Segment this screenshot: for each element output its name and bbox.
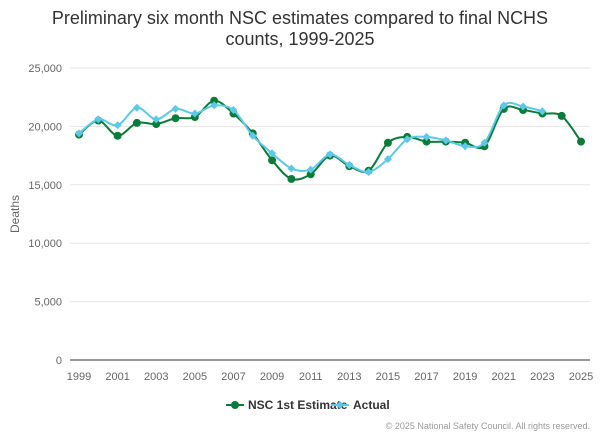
data-point[interactable] [422,132,431,141]
x-tick-label: 2025 [569,371,593,383]
data-point[interactable] [210,96,219,105]
x-tick-label: 2005 [183,371,207,383]
legend-label-nsc-estimate: NSC 1st Estimate [248,398,348,412]
data-point[interactable] [422,137,431,146]
x-tick-label: 2003 [144,371,168,383]
data-point[interactable] [480,138,489,147]
data-point[interactable] [557,111,566,120]
x-axis-ticks: 1999 2001 2003 2005 2007 2009 2011 2013 2015 2017… [67,371,593,383]
data-point[interactable] [461,142,470,151]
data-point[interactable] [306,165,315,174]
series-line [78,99,582,181]
data-point[interactable] [268,149,277,158]
data-point[interactable] [287,174,296,183]
x-tick-label: 2021 [492,371,516,383]
data-point[interactable] [345,160,354,169]
y-axis-label: Deaths [8,195,22,233]
data-point[interactable] [248,131,257,140]
data-point[interactable] [113,121,122,130]
legend-label-actual: Actual [353,398,390,412]
data-point[interactable] [132,103,141,112]
data-point[interactable] [519,102,528,111]
y-tick-label: 15,000 [28,180,62,192]
series-nsc-estimate[interactable] [75,96,585,183]
x-tick-label: 2017 [414,371,438,383]
legend-item-nsc-estimate[interactable]: NSC 1st Estimate [226,398,347,412]
y-tick-label: 0 [56,355,62,367]
data-point[interactable] [326,150,334,159]
x-tick-label: 2011 [299,371,323,383]
data-point[interactable] [403,135,412,144]
data-point[interactable] [499,101,508,110]
data-point[interactable] [190,109,199,118]
chart-title-line-1: Preliminary six month NSC estimates comp… [51,8,549,28]
y-tick-label: 5,000 [34,297,62,309]
data-point[interactable] [538,107,547,116]
data-point[interactable] [268,156,277,165]
data-point[interactable] [383,155,392,164]
data-point[interactable] [306,170,315,179]
data-point[interactable] [577,137,585,146]
data-point[interactable] [287,164,296,173]
x-tick-label: 2001 [105,371,129,383]
x-tick-label: 1999 [67,371,91,383]
legend-item-actual[interactable]: Actual [331,398,390,412]
credits: © 2025 National Safety Council. All righ… [385,421,590,431]
series-group [75,96,585,183]
data-point[interactable] [113,131,122,140]
chart-title-line-2: counts, 1999-2025 [225,29,375,49]
x-tick-label: 2007 [221,371,245,383]
x-tick-label: 2009 [260,371,284,383]
data-point[interactable] [383,138,392,147]
data-point[interactable] [152,120,161,129]
data-point[interactable] [229,106,238,115]
x-tick-label: 2019 [453,371,477,383]
legend-symbol-diamond-icon [331,401,349,409]
legend: NSC 1st Estimate Actual [0,398,600,414]
data-point[interactable] [364,167,373,176]
data-point[interactable] [171,104,180,113]
y-tick-label: 20,000 [28,121,62,133]
chart-title: Preliminary six month NSC estimates comp… [0,8,600,50]
data-point[interactable] [441,136,450,145]
y-axis-ticks: 0 5,000 10,000 15,000 20,000 25,000 [28,63,62,367]
data-point[interactable] [210,101,219,110]
legend-symbol-circle-icon [226,401,244,409]
x-tick-label: 2015 [376,371,400,383]
data-point[interactable] [171,114,180,123]
data-point[interactable] [132,118,141,127]
data-point[interactable] [75,129,83,138]
series-line [78,101,543,174]
data-point[interactable] [94,115,103,124]
y-tick-label: 10,000 [28,238,62,250]
data-point[interactable] [152,115,161,124]
y-tick-label: 25,000 [28,63,62,75]
series-actual[interactable] [75,101,547,176]
x-tick-label: 2013 [337,371,361,383]
x-tick-label: 2023 [530,371,554,383]
